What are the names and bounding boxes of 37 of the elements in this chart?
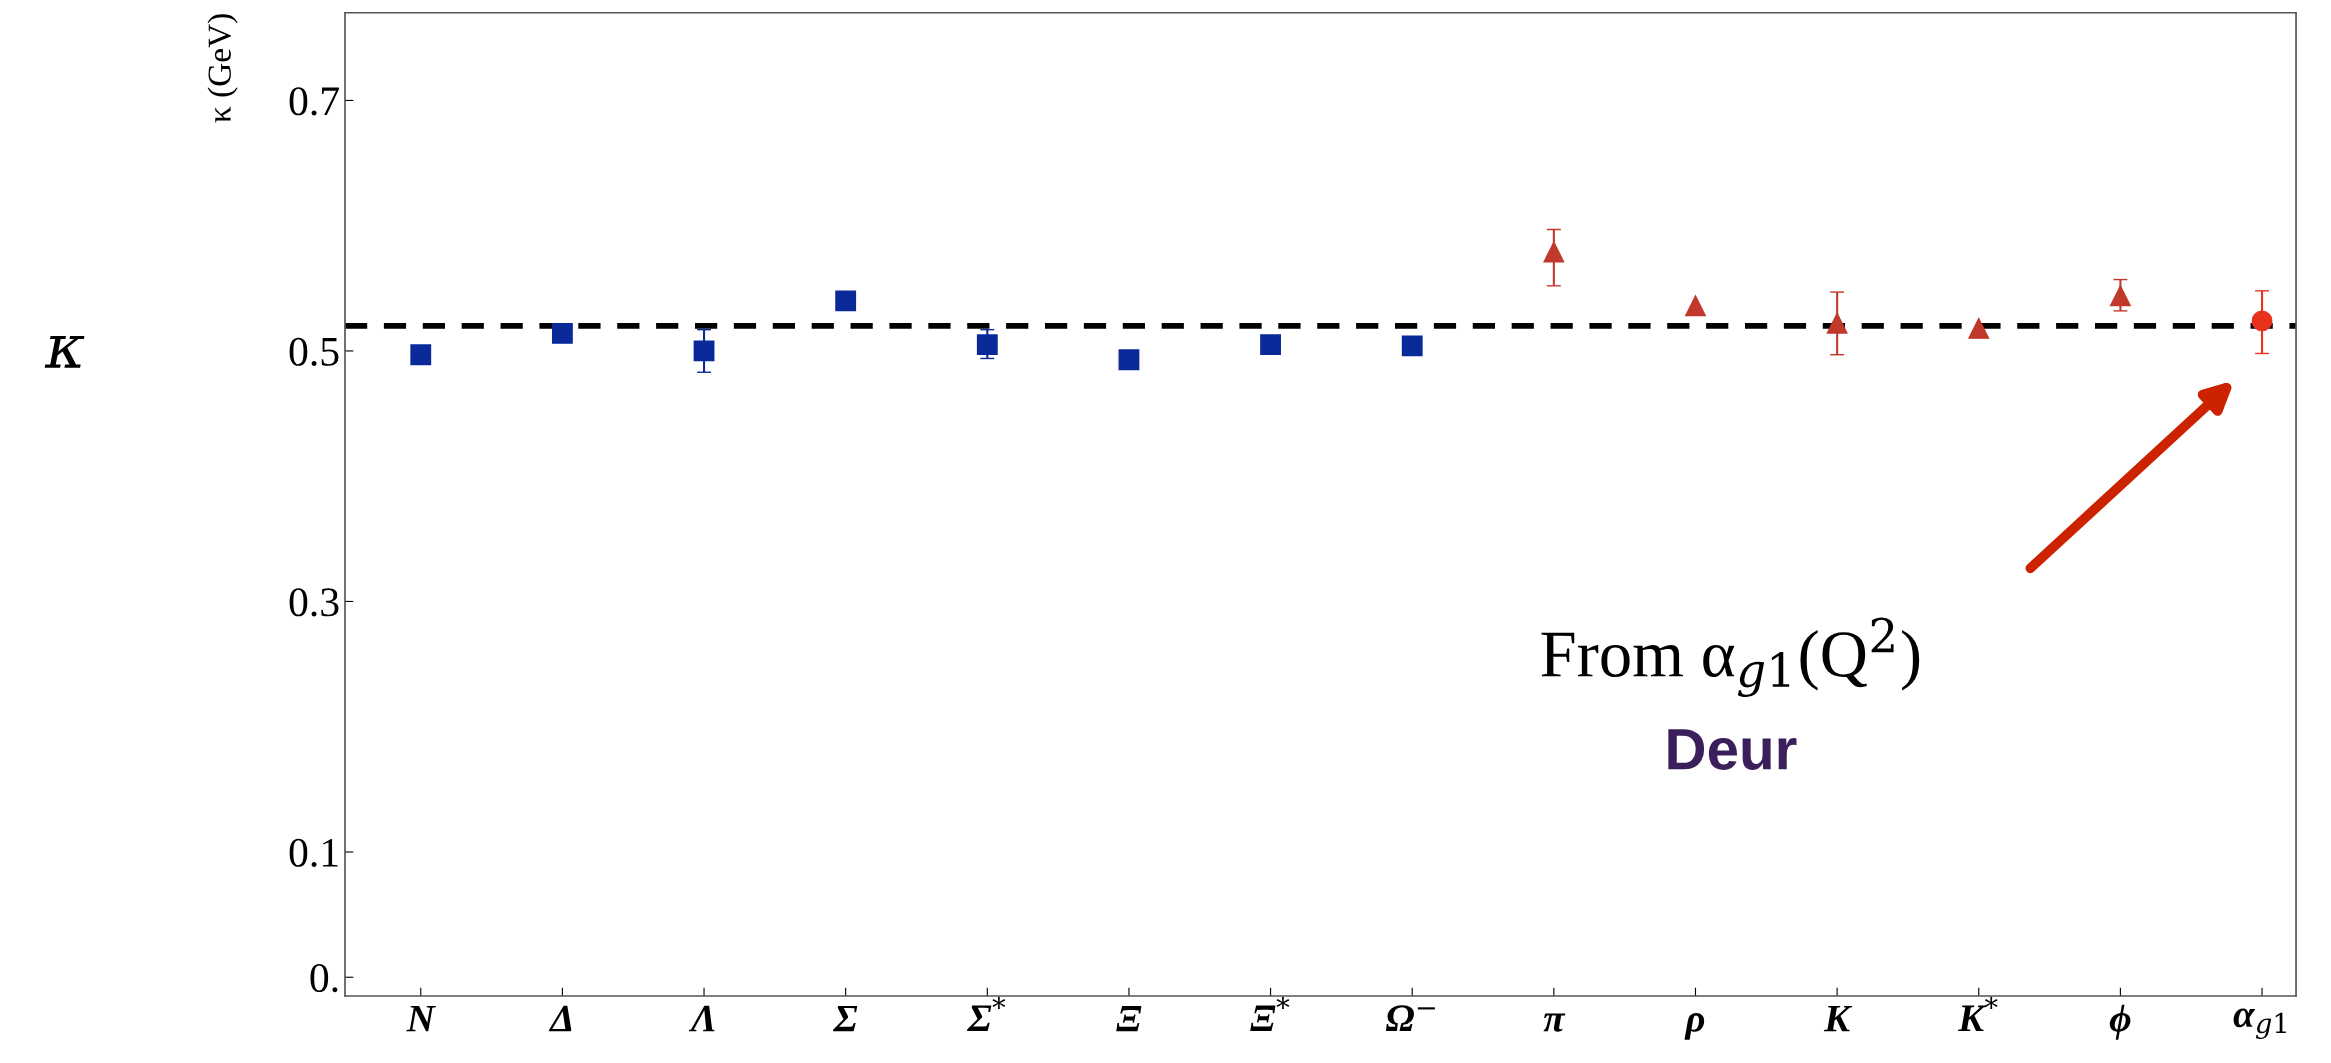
x-tick-label: Δ [548,1005,572,1032]
point [1685,295,1706,317]
y-axis-title: κ (GeV) [207,14,238,123]
point [2251,310,2273,332]
point [1543,241,1565,263]
y-tick-label: 0. [310,963,338,993]
y-tick-label: 0.5 [289,337,339,366]
point [1260,334,1282,356]
text: κ [44,335,85,368]
point [1968,317,1990,339]
x-tick-label: ϕ [2109,1004,2131,1040]
x-tick-label: Ω$^{−}$ [1385,1005,1435,1032]
x-tick-label: Ξ [1116,1005,1142,1032]
point [551,322,573,344]
point [835,290,857,312]
x-tick-label: Λ [688,1005,715,1032]
y-tick-label: 0.3 [289,588,339,617]
y-tick-label: 0.1 [289,838,338,868]
y-tick-label: 0.7 [289,87,339,116]
x-tick-label: N [406,1005,436,1032]
point [693,340,715,362]
point [2109,285,2131,307]
annotation: From α$_{g1}$(Q$^{2}$) [1541,617,1920,698]
x-tick-label: π [1543,1013,1566,1032]
point [976,334,998,356]
x-tick-label: α$_{g1}$ [2233,1008,2286,1039]
x-tick-label: K$^{*}$ [1957,996,1998,1032]
x-tick-label: Ξ$^{*}$ [1250,996,1290,1032]
x-tick-label: ρ [1684,1013,1705,1040]
x-tick-label: Σ$^{*}$ [967,996,1006,1032]
annotation: Deur [1668,729,1797,770]
point [410,344,432,366]
x-tick-label: Σ [832,1005,858,1032]
x-tick-label: K [1823,1005,1853,1032]
point [1118,349,1140,371]
point [1401,335,1423,357]
point [1826,312,1848,334]
